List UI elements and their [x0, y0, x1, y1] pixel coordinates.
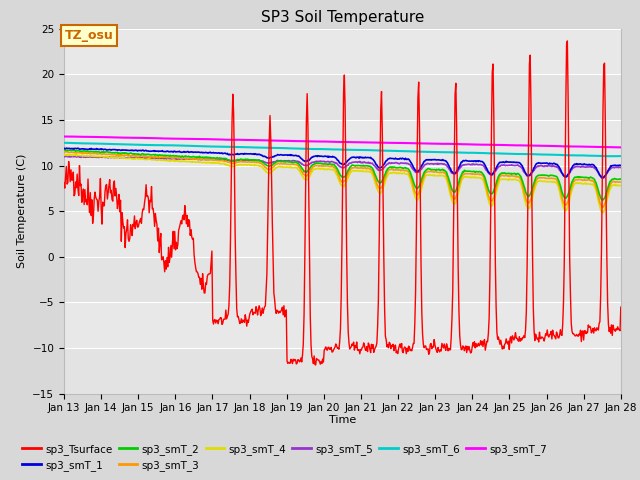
Title: SP3 Soil Temperature: SP3 Soil Temperature — [260, 10, 424, 25]
Legend: sp3_Tsurface, sp3_smT_1, sp3_smT_2, sp3_smT_3, sp3_smT_4, sp3_smT_5, sp3_smT_6, : sp3_Tsurface, sp3_smT_1, sp3_smT_2, sp3_… — [18, 439, 551, 475]
Y-axis label: Soil Temperature (C): Soil Temperature (C) — [17, 154, 27, 268]
Text: TZ_osu: TZ_osu — [65, 29, 113, 42]
Bar — [64, 74, 621, 120]
Bar — [64, 166, 621, 211]
Bar — [64, 257, 621, 302]
Bar — [64, 348, 621, 394]
X-axis label: Time: Time — [329, 415, 356, 425]
